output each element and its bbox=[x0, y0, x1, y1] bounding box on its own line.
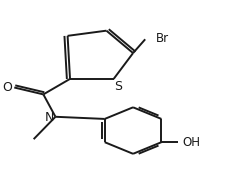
Text: O: O bbox=[2, 81, 12, 94]
Text: OH: OH bbox=[182, 136, 200, 149]
Text: S: S bbox=[115, 80, 123, 93]
Text: Br: Br bbox=[156, 32, 169, 45]
Text: N: N bbox=[45, 111, 54, 124]
